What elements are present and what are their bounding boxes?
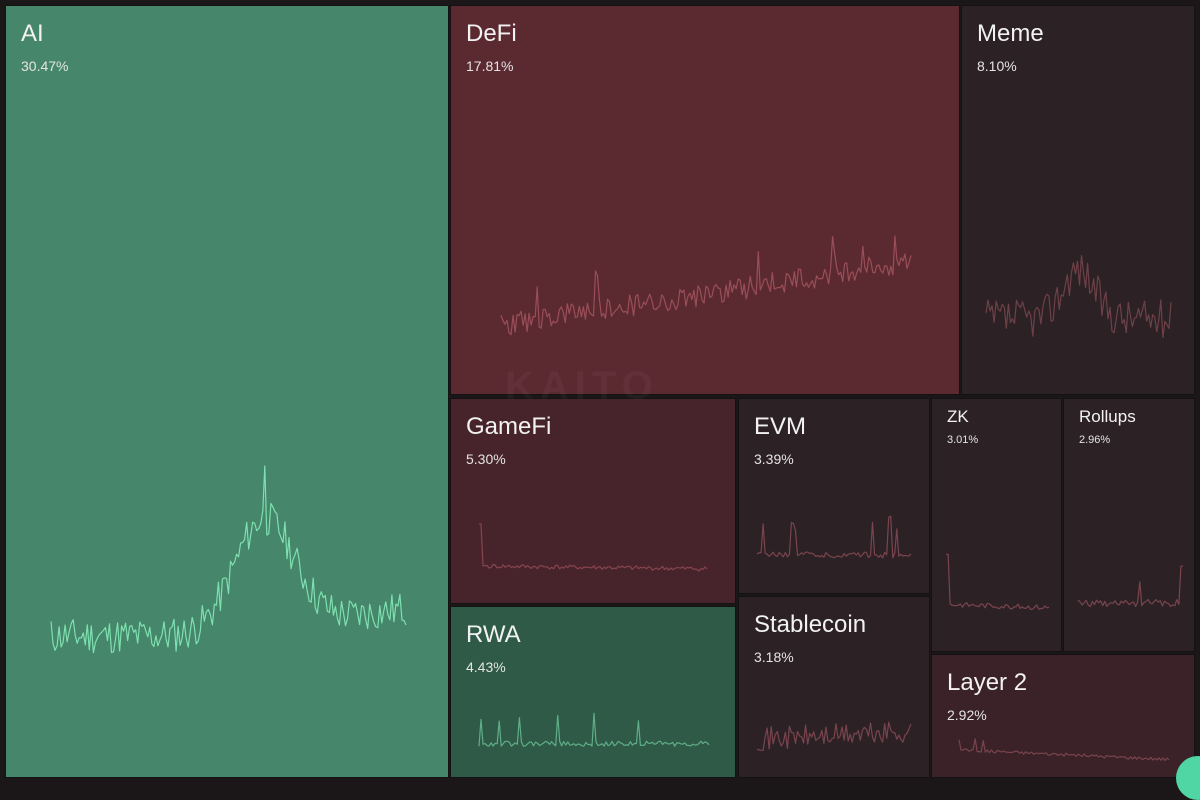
sparkline-evm — [756, 515, 912, 559]
sparkline-path-zk — [946, 553, 1050, 610]
sector-name-rollups: Rollups — [1079, 407, 1136, 426]
sector-name-defi: DeFi — [466, 20, 517, 47]
sector-name-gamefi: GameFi — [466, 413, 552, 440]
sector-name-zk: ZK — [947, 407, 969, 426]
tile-evm[interactable]: EVM 3.39% — [738, 398, 930, 594]
sparkline-path-ai — [50, 465, 407, 654]
tile-layer-2[interactable]: Layer 2 2.92% — [931, 654, 1195, 778]
sparkline-zk — [946, 553, 1050, 610]
sparkline-layer-2 — [958, 738, 1170, 762]
sector-percent-stablecoin: 3.18% — [754, 649, 794, 665]
sparkline-rwa — [478, 712, 710, 747]
tile-meme[interactable]: Meme 8.10% — [961, 5, 1195, 395]
sparkline-path-gamefi — [479, 523, 708, 572]
sparkline-path-rollups — [1077, 565, 1183, 607]
tile-ai[interactable]: AI 30.47% — [5, 5, 449, 778]
tile-rwa[interactable]: RWA 4.43% — [450, 606, 736, 778]
sparkline-meme — [985, 255, 1172, 339]
tile-rollups[interactable]: Rollups 2.96% — [1063, 398, 1195, 652]
sector-name-stablecoin: Stablecoin — [754, 611, 867, 638]
sector-name-meme: Meme — [977, 20, 1044, 47]
sector-percent-layer-2: 2.92% — [947, 707, 987, 723]
sparkline-path-rwa — [478, 712, 710, 747]
sparkline-ai — [50, 465, 407, 654]
sector-percent-ai: 30.47% — [21, 58, 69, 74]
sparkline-path-defi — [500, 235, 912, 336]
sparkline-stablecoin — [756, 721, 912, 751]
tile-zk[interactable]: ZK 3.01% — [931, 398, 1062, 652]
sector-percent-meme: 8.10% — [977, 58, 1017, 74]
sector-percent-gamefi: 5.30% — [466, 451, 506, 467]
sector-percent-zk: 3.01% — [947, 434, 979, 446]
sparkline-path-evm — [756, 515, 912, 559]
sparkline-rollups — [1077, 565, 1183, 607]
sector-name-rwa: RWA — [466, 621, 521, 648]
sparkline-path-layer-2 — [958, 738, 1170, 762]
sector-name-layer-2: Layer 2 — [947, 669, 1028, 696]
tile-stablecoin[interactable]: Stablecoin 3.18% — [738, 596, 930, 778]
tile-gamefi[interactable]: GameFi 5.30% — [450, 398, 736, 604]
sector-percent-defi: 17.81% — [466, 58, 514, 74]
sparkline-defi — [500, 235, 912, 336]
sparkline-gamefi — [479, 523, 708, 572]
sparkline-path-meme — [985, 255, 1172, 339]
sector-percent-rollups: 2.96% — [1079, 434, 1111, 446]
sector-percent-rwa: 4.43% — [466, 659, 506, 675]
tile-defi[interactable]: DeFi 17.81% — [450, 5, 960, 395]
sector-name-ai: AI — [21, 20, 44, 47]
sparkline-path-stablecoin — [756, 721, 912, 751]
sector-name-evm: EVM — [754, 413, 807, 440]
sector-percent-evm: 3.39% — [754, 451, 794, 467]
